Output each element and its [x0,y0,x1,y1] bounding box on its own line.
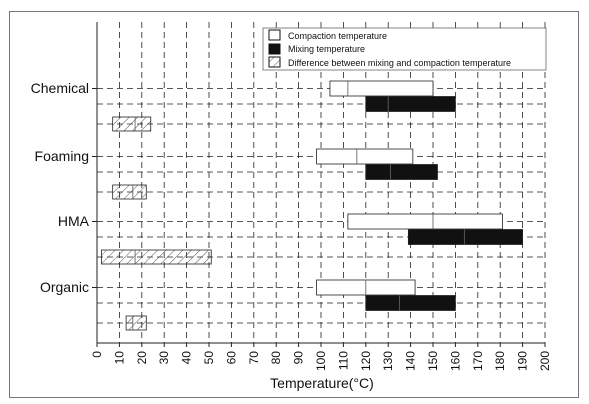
x-tick-label: 170 [471,351,485,371]
bar-mixing [365,164,438,180]
x-tick-label: 190 [516,351,530,371]
chart-frame [9,11,579,398]
x-tick-label: 150 [426,351,440,371]
x-tick-label: 120 [359,351,373,371]
bar-difference [112,116,152,132]
legend: Compaction temperature Mixing temperatur… [262,27,547,71]
x-tick-label: 40 [180,351,194,365]
legend-box [262,27,547,71]
legend-swatch-compaction [268,29,281,41]
x-tick-label: 110 [336,351,350,370]
x-tick-label: 100 [314,351,328,371]
legend-swatch-difference [268,56,281,68]
category-label: Organic [40,279,89,295]
x-tick-label: 80 [269,351,283,365]
category-label: HMA [58,213,90,229]
x-tick-label: 30 [157,351,171,365]
x-tick-label: 180 [493,351,507,371]
legend-label-compaction: Compaction temperature [288,31,387,41]
bar-mixing [365,96,456,112]
x-tick-label: 50 [202,351,216,365]
x-tick-label: 140 [404,351,418,371]
x-tick-label: 70 [247,351,261,365]
bar-compaction [316,148,414,165]
legend-swatch-mixing [268,43,281,55]
category-label: Chemical [31,80,89,96]
x-axis-title: Temperature(°C) [270,375,374,391]
bar-mixing [365,295,456,311]
category-label: Foaming [35,148,89,164]
x-tick-label: 20 [135,351,149,365]
x-tick-label: 160 [448,351,462,371]
bar-difference [125,315,147,331]
bar-difference [112,184,147,200]
x-tick-label: 0 [90,351,104,358]
x-tick-label: 10 [112,351,126,365]
bar-difference [101,249,212,265]
x-tick-label: 90 [292,351,306,365]
legend-label-difference: Difference between mixing and compaction… [288,58,511,68]
bar-compaction [329,80,434,97]
legend-label-mixing: Mixing temperature [288,44,365,54]
x-tick-label: 60 [224,351,238,365]
x-tick-label: 130 [381,351,395,371]
bar-compaction [347,213,503,230]
x-tick-label: 200 [538,351,552,371]
bar-mixing [407,229,523,245]
